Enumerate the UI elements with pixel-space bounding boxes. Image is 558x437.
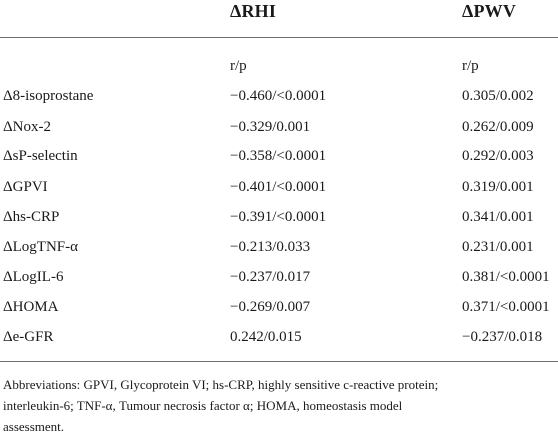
row-label-hs-crp: Δhs-CRP [3, 209, 60, 225]
cell-rhi: −0.329/0.001 [230, 119, 311, 135]
cell-pwv: 0.305/0.002 [462, 88, 534, 104]
cell-rhi: −0.213/0.033 [230, 239, 311, 255]
cell-pwv: 0.262/0.009 [462, 119, 534, 135]
table-bottom-divider [0, 361, 558, 362]
subheader-rhi: r/p [230, 58, 247, 74]
column-header-rhi: ΔRHI [230, 1, 277, 21]
row-label-nox2: ΔNox-2 [3, 119, 51, 135]
subheader-pwv: r/p [462, 58, 479, 74]
footnote-line: interleukin-6; TNF-α, Tumour necrosis fa… [3, 398, 403, 413]
cell-pwv: −0.237/0.018 [462, 329, 543, 345]
cell-pwv: 0.371/<0.0001 [462, 299, 550, 315]
footnote-line: Abbreviations: GPVI, Glycoprotein VI; hs… [3, 377, 439, 392]
cell-rhi: −0.460/<0.0001 [230, 88, 327, 104]
cell-rhi: −0.237/0.017 [230, 269, 311, 285]
cell-rhi: −0.269/0.007 [230, 299, 311, 315]
cell-rhi: −0.391/<0.0001 [230, 209, 327, 225]
column-header-pwv: ΔPWV [462, 1, 517, 21]
row-label-logil6: ΔLogIL-6 [3, 269, 64, 285]
cell-pwv: 0.292/0.003 [462, 148, 534, 164]
header-divider [0, 37, 558, 38]
row-label-isoprostane: Δ8-isoprostane [3, 88, 94, 104]
table-footnote: Abbreviations: GPVI, Glycoprotein VI; hs… [3, 374, 553, 437]
row-label-sp-selectin: ΔsP-selectin [3, 148, 78, 164]
cell-pwv: 0.341/0.001 [462, 209, 534, 225]
cell-pwv: 0.381/<0.0001 [462, 269, 550, 285]
cell-rhi: −0.401/<0.0001 [230, 179, 327, 195]
row-label-egfr: Δe-GFR [3, 329, 54, 345]
cell-pwv: 0.319/0.001 [462, 179, 534, 195]
row-label-homa: ΔHOMA [3, 299, 59, 315]
row-label-logtnf: ΔLogTNF-α [3, 239, 78, 255]
footnote-line: assessment. [3, 419, 65, 434]
cell-pwv: 0.231/0.001 [462, 239, 534, 255]
row-label-gpvi: ΔGPVI [3, 179, 48, 195]
cell-rhi: −0.358/<0.0001 [230, 148, 327, 164]
cell-rhi: 0.242/0.015 [230, 329, 302, 345]
